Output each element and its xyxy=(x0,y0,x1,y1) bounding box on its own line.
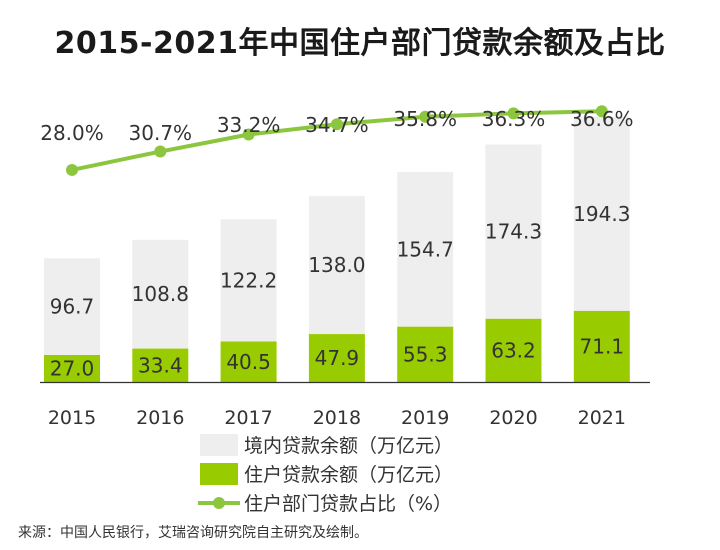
bar-domestic-loans-2017 xyxy=(220,219,277,342)
source-note: 来源：中国人民银行，艾瑞咨询研究院自主研究及绘制。 xyxy=(18,525,368,541)
bar-household-loans-2021 xyxy=(573,310,630,382)
legend-label-share: 住户部门贷款占比（%） xyxy=(244,493,452,515)
legend-swatch-household xyxy=(200,463,238,485)
label-household-2021: 71.1 xyxy=(580,334,625,358)
x-tick-2016: 2016 xyxy=(136,407,184,429)
share-point-2021 xyxy=(595,105,608,118)
share-label-2018: 34.7% xyxy=(305,113,369,137)
bar-household-loans-2018 xyxy=(308,334,365,382)
x-tick-2021: 2021 xyxy=(578,407,626,429)
bar-domestic-loans-2015 xyxy=(44,258,100,355)
share-point-2017 xyxy=(242,128,255,141)
share-point-2020 xyxy=(507,107,520,120)
bar-domestic-loans-2019 xyxy=(397,172,454,327)
label-household-2018: 47.9 xyxy=(315,346,360,370)
label-household-2015: 27.0 xyxy=(50,357,95,381)
x-tick-2018: 2018 xyxy=(313,407,361,429)
legend-label-domestic: 境内贷款余额（万亿元） xyxy=(244,435,453,457)
label-domestic-2020: 174.3 xyxy=(485,220,542,244)
bar-household-loans-2016 xyxy=(132,348,189,382)
label-household-2019: 55.3 xyxy=(403,342,448,366)
label-household-2017: 40.5 xyxy=(226,350,271,374)
legend-label-household: 住户贷款余额（万亿元） xyxy=(244,464,453,486)
share-label-2015: 28.0% xyxy=(40,121,104,145)
label-domestic-2021: 194.3 xyxy=(573,202,630,226)
x-tick-2019: 2019 xyxy=(401,407,449,429)
bar-household-loans-2017 xyxy=(220,341,277,382)
label-domestic-2018: 138.0 xyxy=(308,253,365,277)
x-tick-2015: 2015 xyxy=(48,407,96,429)
bar-domestic-loans-2018 xyxy=(308,196,365,335)
label-domestic-2016: 108.8 xyxy=(132,282,189,306)
label-household-2016: 33.4 xyxy=(138,353,183,377)
bar-household-loans-2015 xyxy=(44,355,100,382)
label-domestic-2019: 154.7 xyxy=(397,237,454,261)
label-domestic-2015: 96.7 xyxy=(50,295,95,319)
bar-household-loans-2020 xyxy=(485,318,542,382)
legend-swatch-domestic xyxy=(200,434,238,456)
label-domestic-2017: 122.2 xyxy=(220,268,277,292)
share-label-2017: 33.2% xyxy=(217,113,281,137)
share-point-2016 xyxy=(154,145,167,158)
share-label-2016: 30.7% xyxy=(129,121,193,145)
bar-domestic-loans-2021 xyxy=(573,116,630,311)
share-label-2020: 36.3% xyxy=(482,107,546,131)
x-tick-2020: 2020 xyxy=(489,407,537,429)
bar-household-loans-2019 xyxy=(397,326,454,382)
label-household-2020: 63.2 xyxy=(491,338,536,362)
legend-swatch-share-dot xyxy=(213,497,225,509)
share-point-2019 xyxy=(419,110,432,123)
share-label-2019: 35.8% xyxy=(393,107,457,131)
chart-title: 2015-2021年中国住户部门贷款余额及占比 xyxy=(54,26,666,61)
share-label-2021: 36.6% xyxy=(570,107,634,131)
share-point-2018 xyxy=(330,118,343,131)
share-point-2015 xyxy=(66,163,78,176)
x-tick-2017: 2017 xyxy=(224,407,272,429)
bar-domestic-loans-2016 xyxy=(132,239,189,349)
bar-domestic-loans-2020 xyxy=(485,144,542,319)
